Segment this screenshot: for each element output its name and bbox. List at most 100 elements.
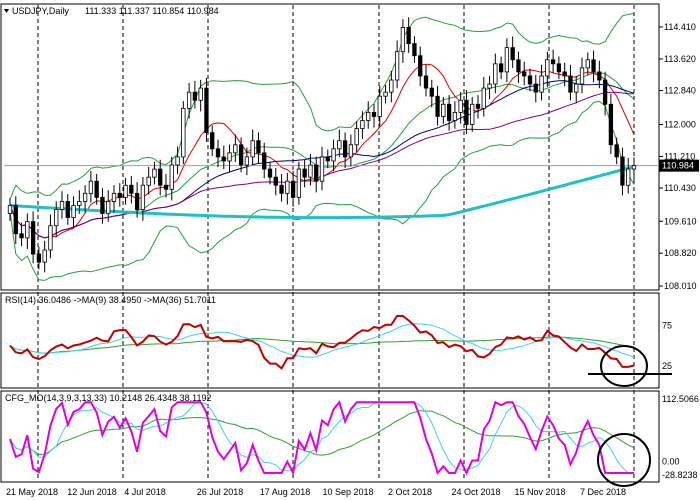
candle	[215, 139, 221, 168]
candle-body	[54, 209, 59, 227]
candle-body	[192, 91, 198, 101]
candle-body	[608, 103, 614, 146]
candle	[36, 246, 42, 270]
candle	[48, 214, 53, 259]
candle-body	[296, 168, 302, 198]
date-tick-label: 24 Oct 2018	[451, 487, 500, 497]
candle-body	[36, 253, 42, 263]
candle-body	[215, 148, 221, 158]
candle	[117, 183, 122, 207]
candle-body	[383, 91, 388, 97]
candle	[435, 86, 440, 126]
candle-body	[244, 156, 250, 166]
candle-body	[550, 59, 556, 65]
candle-body	[175, 156, 180, 166]
candle-body	[25, 221, 30, 239]
candle	[267, 161, 273, 185]
candle	[475, 95, 481, 119]
candle-body	[181, 107, 186, 158]
candle	[175, 146, 180, 175]
candle-body	[82, 192, 88, 202]
candle	[423, 64, 429, 97]
candle	[152, 161, 157, 185]
candle-body	[140, 184, 146, 210]
candle-body	[325, 156, 330, 162]
date-tick-label: 4 Jul 2018	[124, 487, 166, 497]
candle	[498, 56, 504, 80]
candle	[221, 145, 226, 170]
candle	[140, 176, 146, 221]
price-header: USDJPY,Daily 111.333 111.337 110.854 110…	[4, 6, 219, 16]
candle-body	[308, 164, 313, 178]
candle-body	[279, 184, 284, 194]
candle-body	[545, 59, 550, 77]
candle	[602, 71, 608, 116]
candle	[82, 185, 88, 213]
candle-body	[400, 27, 406, 53]
candle	[429, 79, 434, 108]
last-price-label: 110.984	[662, 161, 694, 171]
candle	[204, 77, 209, 142]
candle-body	[510, 47, 515, 61]
candle	[366, 101, 371, 129]
price-tick-label: 113.620	[664, 54, 696, 64]
candle-body	[602, 79, 608, 105]
candle	[227, 144, 232, 173]
candle-body	[30, 221, 36, 255]
candle-body	[134, 192, 140, 210]
price-tick-label: 114.410	[664, 22, 696, 32]
candle-body	[579, 67, 585, 85]
candle-body	[273, 176, 278, 186]
candle-body	[71, 205, 76, 219]
rsi-header: RSI(14) 36.0486 ->MA(9) 38.4950 ->MA(36)…	[5, 295, 216, 305]
collapse-icon[interactable]	[4, 9, 9, 13]
cfg-tick-label: -28.8238	[662, 470, 698, 480]
date-tick-label: 26 Jul 2018	[197, 487, 244, 497]
candle	[296, 161, 302, 205]
candle-body	[614, 144, 619, 158]
candle	[470, 97, 475, 132]
date-tick-label: 21 May 2018	[6, 487, 58, 497]
candle-body	[65, 201, 70, 219]
candle	[100, 188, 105, 224]
price-tick-label: 111.210	[664, 152, 695, 162]
candle-body	[556, 63, 562, 73]
candle	[25, 213, 30, 250]
rsi-tick-label: 75	[662, 320, 672, 330]
candle-body	[470, 103, 475, 125]
candle-body	[100, 196, 105, 214]
candle	[360, 111, 365, 139]
price-tick-label: 110.430	[664, 183, 696, 193]
candle	[522, 61, 527, 86]
bollinger-lower	[9, 100, 635, 281]
candle	[441, 97, 446, 124]
candle	[238, 137, 244, 173]
candle-body	[591, 59, 596, 73]
candle	[452, 101, 458, 129]
price-tick-label: 109.610	[664, 216, 697, 226]
candle-body	[94, 180, 99, 198]
candle-body	[152, 168, 157, 178]
candle-body	[435, 95, 440, 117]
candle	[169, 156, 174, 201]
candle-body	[186, 91, 192, 109]
candle-body	[59, 201, 65, 210]
candle-body	[267, 168, 273, 178]
candle	[337, 129, 342, 158]
candle-body	[204, 87, 209, 134]
candle-body	[290, 180, 296, 198]
candle-body	[238, 144, 244, 166]
candle	[585, 52, 590, 76]
candle-body	[88, 180, 94, 194]
candle	[406, 17, 411, 53]
candle	[192, 80, 198, 109]
candle-body	[377, 95, 382, 117]
candle	[510, 36, 515, 69]
annotations	[588, 345, 672, 487]
candle-body	[233, 144, 238, 154]
candle	[77, 190, 82, 214]
candle	[129, 176, 134, 204]
candle-body	[481, 87, 486, 109]
rsi-panel	[0, 292, 660, 389]
candle-body	[342, 140, 348, 158]
